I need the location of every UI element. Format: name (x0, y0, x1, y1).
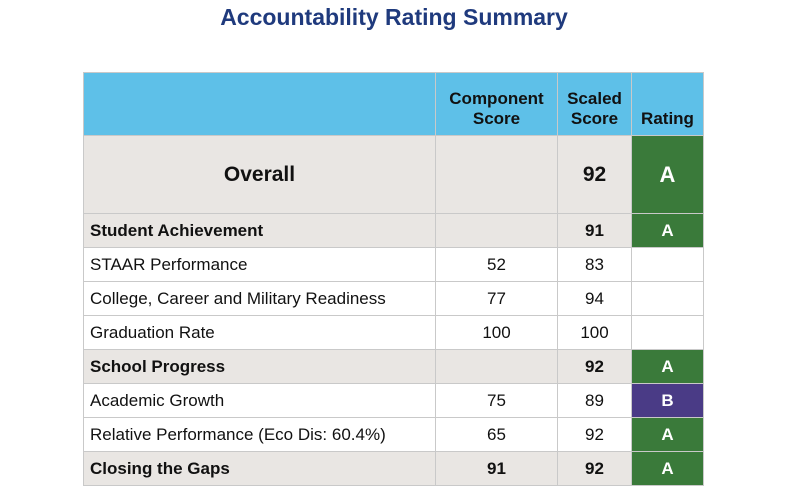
header-scaled-score: Scaled Score (557, 72, 632, 136)
row-label: Graduation Rate (83, 315, 436, 350)
table-header-row: Component Score Scaled Score Rating (83, 72, 704, 136)
row-component-score: 77 (435, 281, 558, 316)
row-rating-badge: B (631, 383, 704, 418)
header-category (83, 72, 436, 136)
header-rating: Rating (631, 72, 704, 136)
overall-row: Overall 92 A (83, 135, 704, 214)
table-row: School Progress 92 A (83, 349, 704, 384)
overall-rating-badge: A (631, 135, 704, 214)
row-component-score: 65 (435, 417, 558, 452)
row-label: STAAR Performance (83, 247, 436, 282)
row-component-score: 52 (435, 247, 558, 282)
row-scaled-score: 89 (557, 383, 632, 418)
row-scaled-score: 91 (557, 213, 632, 248)
row-label: School Progress (83, 349, 436, 384)
row-rating-badge: A (631, 451, 704, 486)
header-component-score-line2: Score (472, 109, 521, 128)
table-row: Student Achievement 91 A (83, 213, 704, 248)
row-label: Student Achievement (83, 213, 436, 248)
row-rating-badge: A (631, 417, 704, 452)
row-component-score: 91 (435, 451, 558, 486)
header-component-score: Component Score (435, 72, 558, 136)
table-row: Graduation Rate 100 100 (83, 315, 704, 350)
row-scaled-score: 92 (557, 451, 632, 486)
row-label: Relative Performance (Eco Dis: 60.4%) (83, 417, 436, 452)
header-scaled-score-line2: Score (570, 109, 619, 128)
row-rating-badge (631, 281, 704, 316)
overall-component-score (435, 135, 558, 214)
overall-scaled-score: 92 (557, 135, 632, 214)
rating-summary-table: Component Score Scaled Score Rating Over… (83, 72, 704, 486)
page-title: Accountability Rating Summary (220, 4, 568, 30)
row-rating-badge (631, 247, 704, 282)
row-rating-badge (631, 315, 704, 350)
row-scaled-score: 92 (557, 417, 632, 452)
row-component-score (435, 349, 558, 384)
row-rating-badge: A (631, 349, 704, 384)
row-label: College, Career and Military Readiness (83, 281, 436, 316)
row-component-score: 100 (435, 315, 558, 350)
table-row: Academic Growth 75 89 B (83, 383, 704, 418)
row-rating-badge: A (631, 213, 704, 248)
header-component-score-line1: Component (449, 89, 544, 108)
table-row: Relative Performance (Eco Dis: 60.4%) 65 9… (83, 417, 704, 452)
row-scaled-score: 92 (557, 349, 632, 384)
row-component-score (435, 213, 558, 248)
row-scaled-score: 94 (557, 281, 632, 316)
row-scaled-score: 83 (557, 247, 632, 282)
row-component-score: 75 (435, 383, 558, 418)
header-scaled-score-line1: Scaled (567, 89, 622, 108)
table-row: STAAR Performance 52 83 (83, 247, 704, 282)
table-row: Closing the Gaps 91 92 A (83, 451, 704, 486)
table-row: College, Career and Military Readiness 77… (83, 281, 704, 316)
row-label: Academic Growth (83, 383, 436, 418)
row-scaled-score: 100 (557, 315, 632, 350)
row-label: Closing the Gaps (83, 451, 436, 486)
overall-label: Overall (83, 135, 436, 214)
